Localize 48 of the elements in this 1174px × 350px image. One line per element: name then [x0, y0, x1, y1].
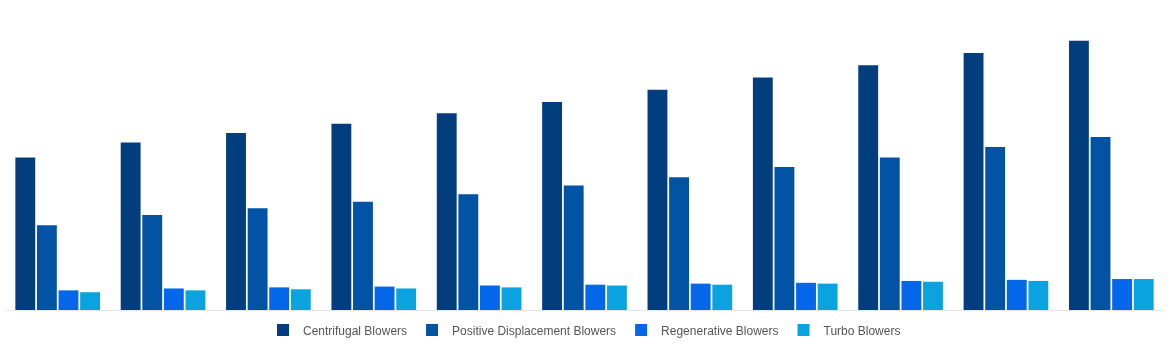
bar: [226, 133, 246, 310]
bar: [563, 185, 584, 310]
bar: [1090, 136, 1111, 310]
bar: [58, 290, 79, 310]
bar: [185, 290, 206, 310]
bar: [606, 285, 627, 310]
bar: [163, 288, 184, 310]
bar: [1068, 40, 1089, 310]
bar: [247, 208, 268, 310]
bar: [480, 285, 500, 310]
bar: [458, 194, 479, 310]
bar: [331, 123, 352, 310]
bar: [501, 287, 522, 310]
bar: [269, 287, 290, 310]
bar: [142, 214, 163, 310]
bar: [796, 282, 816, 310]
bar: [1112, 279, 1133, 310]
bar: [1133, 279, 1154, 310]
bar: [290, 289, 311, 310]
bar: [923, 281, 943, 310]
bar: [585, 284, 606, 310]
bar: [396, 288, 417, 310]
legend-label: Positive Displacement Blowers: [452, 323, 617, 338]
bar: [858, 65, 879, 310]
bar: [15, 157, 36, 310]
bar: [752, 77, 773, 310]
bar: [647, 89, 668, 310]
bar: [436, 113, 457, 310]
bar: [1028, 280, 1049, 310]
bar: [669, 177, 689, 310]
bar: [879, 157, 900, 310]
bar: [374, 286, 395, 310]
bar: [774, 167, 795, 310]
bar: [80, 292, 101, 310]
bar: [712, 284, 733, 310]
bar: [542, 101, 563, 310]
bar: [1006, 279, 1027, 310]
bar: [901, 280, 922, 310]
bar: [690, 283, 711, 310]
legend-label: Turbo Blowers: [823, 323, 901, 338]
bar: [963, 52, 984, 310]
bar: [120, 142, 141, 310]
bar: [353, 201, 373, 310]
bar: [985, 147, 1006, 310]
bar: [36, 225, 57, 310]
legend-label: Centrifugal Blowers: [303, 323, 408, 338]
legend-label: Regenerative Blowers: [661, 323, 779, 338]
bar: [817, 283, 838, 310]
